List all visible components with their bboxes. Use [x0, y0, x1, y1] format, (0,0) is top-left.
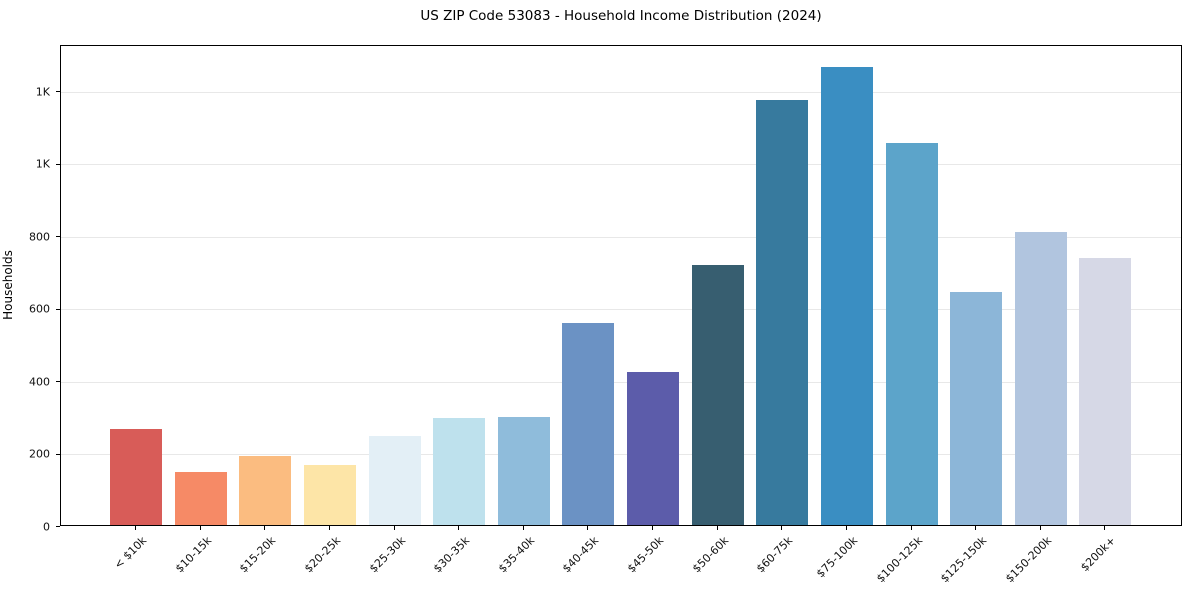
bar-20-25k	[303, 465, 356, 525]
y-tick-mark	[56, 526, 60, 527]
x-tick-label: $150-200k	[1002, 534, 1055, 586]
x-tick-mark	[135, 526, 136, 530]
x-tick-label: $100-125k	[873, 534, 925, 586]
x-tick-mark	[522, 526, 524, 530]
x-tick-label: $125-150k	[938, 534, 990, 586]
x-tick-label: $30-35k	[431, 534, 473, 576]
y-tick-label: 800	[29, 230, 50, 244]
x-tick-label: $25-30k	[366, 534, 408, 576]
bar-40-45k	[562, 323, 615, 525]
y-tick-label: 600	[29, 302, 50, 316]
x-tick-label: $15-20k	[237, 534, 279, 576]
x-tick-mark	[781, 526, 783, 530]
bar-25-30k	[368, 436, 421, 525]
x-tick-mark	[652, 526, 654, 530]
x-tick-mark	[1039, 526, 1041, 530]
y-tick-label: 0	[43, 520, 50, 533]
gridline-200	[61, 454, 1181, 455]
x-tick-label: $10-15k	[172, 534, 214, 576]
y-tick-label: 200	[29, 447, 50, 461]
y-tick-mark	[56, 163, 60, 165]
x-tick-label: $200k+	[1078, 534, 1119, 575]
gridline-1K	[61, 91, 1181, 93]
x-tick-label: $50-60k	[689, 534, 731, 576]
gridline-1K	[61, 164, 1181, 166]
x-tick-mark	[716, 526, 718, 530]
bar-15-20k	[239, 456, 292, 525]
x-tick-mark	[328, 526, 330, 530]
chart-title: US ZIP Code 53083 - Household Income Dis…	[420, 8, 822, 24]
x-tick-label: $45-50k	[624, 534, 667, 576]
bar-30-35k	[433, 418, 486, 525]
x-tick-label: $20-25k	[301, 534, 344, 576]
x-tick-label: $35-40k	[495, 534, 537, 576]
plot-area	[60, 45, 1182, 526]
bar-45-50k	[627, 372, 680, 525]
x-tick-mark	[845, 526, 847, 530]
gridline-600	[61, 309, 1181, 311]
x-tick-label: $75-100k	[813, 534, 861, 581]
x-tick-mark	[587, 526, 589, 530]
x-tick-mark	[199, 526, 201, 530]
y-tick-label: 1K	[35, 157, 50, 171]
bar-100-125k	[885, 143, 938, 525]
bar-35-40k	[497, 417, 550, 525]
y-axis-label: Households	[1, 250, 15, 320]
y-tick-mark	[56, 381, 60, 382]
bar-50-60k	[691, 265, 744, 525]
y-tick-mark	[56, 236, 60, 238]
x-tick-mark	[264, 526, 266, 530]
x-tick-mark	[975, 526, 977, 530]
bar-200k	[1079, 257, 1132, 525]
x-tick-mark	[910, 526, 912, 530]
gridline-800	[61, 236, 1181, 238]
y-tick-mark	[56, 91, 60, 93]
y-tick-label: 400	[29, 375, 50, 388]
x-tick-mark	[393, 526, 395, 530]
x-tick-mark	[1104, 526, 1106, 530]
y-tick-mark	[56, 453, 60, 455]
bar-150-200k	[1014, 232, 1067, 525]
bar-10k	[110, 428, 162, 525]
bar-10-15k	[174, 472, 227, 525]
y-tick-label: 1K	[35, 85, 50, 99]
x-tick-label: < $10k	[111, 534, 150, 572]
bar-75-100k	[820, 66, 873, 525]
x-tick-mark	[458, 526, 460, 530]
x-tick-label: $60-75k	[754, 534, 796, 576]
gridline-400	[61, 381, 1181, 383]
y-tick-mark	[56, 308, 60, 310]
x-tick-label: $40-45k	[560, 534, 602, 576]
bar-60-75k	[756, 99, 809, 525]
bar-125-150k	[950, 291, 1003, 525]
